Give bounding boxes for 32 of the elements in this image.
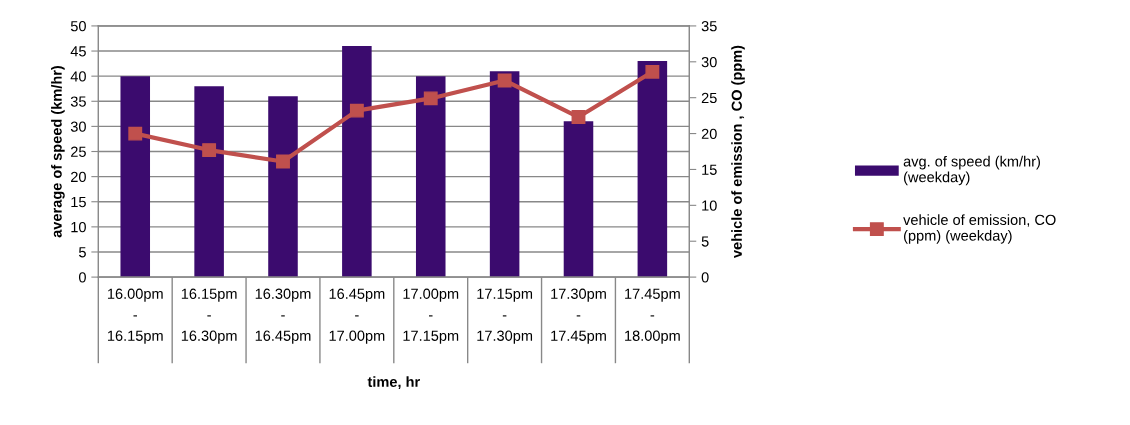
y-tick-label: 40 xyxy=(70,71,86,82)
x-tick-label: 16.00pm - 16.15pm xyxy=(107,288,163,344)
x-tick-label: 16.30pm - 16.45pm xyxy=(255,288,311,344)
y2-axis-title: vehicle of emission , CO (ppm) xyxy=(731,45,745,259)
y2-tick-label: 20 xyxy=(701,128,717,139)
y2-tick-label: 0 xyxy=(701,272,709,283)
y-tick-label: 0 xyxy=(78,272,86,283)
legend-label: vehicle of emission, CO (ppm) (weekday) xyxy=(903,214,1056,244)
x-tick-label: 17.45pm - 18.00pm xyxy=(625,288,680,344)
x-tick-label: 16.45pm - 17.00pm xyxy=(329,288,385,344)
y2-tick-label: 5 xyxy=(701,236,709,247)
y-tick-label: 50 xyxy=(70,21,86,32)
y-tick-label: 45 xyxy=(70,46,86,57)
x-axis-title: time, hr xyxy=(367,376,420,390)
y-tick-label: 35 xyxy=(70,96,86,107)
x-tick-label: 17.15pm - 17.30pm xyxy=(477,288,533,344)
y-tick-label: 5 xyxy=(78,247,86,258)
y2-tick-label: 35 xyxy=(701,21,717,32)
y-axis-title: average of speed (km/hr) xyxy=(51,65,65,238)
y-tick-label: 20 xyxy=(71,171,86,183)
y-tick-label: 10 xyxy=(71,221,86,233)
y-tick-label: 15 xyxy=(71,197,86,208)
y2-tick-label: 25 xyxy=(701,92,717,104)
x-tick-label: 17.00pm - 17.15pm xyxy=(403,288,459,344)
y2-tick-label: 30 xyxy=(701,56,717,68)
x-tick-label: 16.15pm - 16.30pm xyxy=(181,288,237,344)
y-tick-label: 25 xyxy=(71,146,86,157)
x-tick-label: 17.30pm - 17.45pm xyxy=(551,288,606,344)
legend-label: avg. of speed (km/hr) (weekday) xyxy=(903,155,1040,186)
y-tick-label: 30 xyxy=(70,121,86,132)
y2-tick-label: 10 xyxy=(702,200,717,211)
y2-tick-label: 15 xyxy=(702,164,717,175)
